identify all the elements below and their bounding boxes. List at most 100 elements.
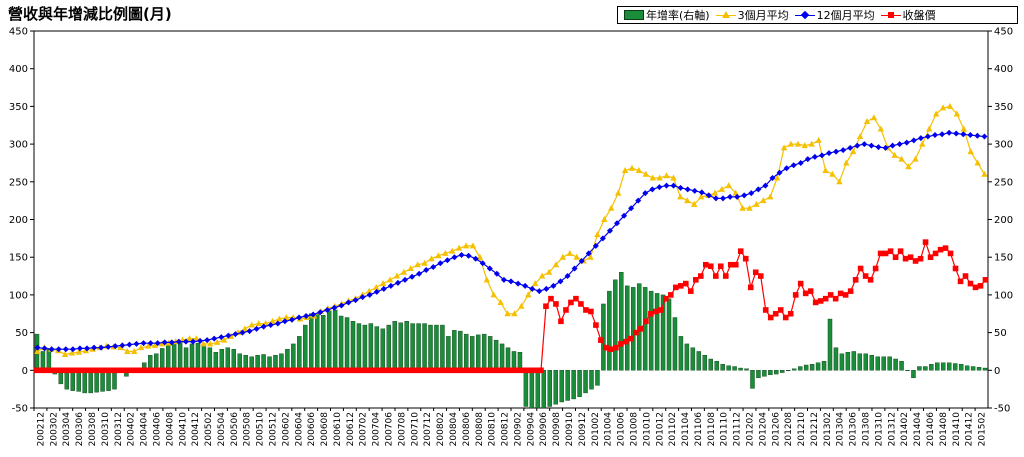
x-tick-label: 200404 xyxy=(140,412,150,447)
avg12-point xyxy=(154,340,161,347)
avg12-point xyxy=(847,144,854,151)
bar-yoy xyxy=(762,370,767,377)
close-price-point xyxy=(143,367,150,374)
avg3-point xyxy=(932,110,940,117)
bar-yoy xyxy=(320,315,326,371)
close-price-point xyxy=(533,367,539,374)
avg12-point xyxy=(939,131,946,138)
close-price-point xyxy=(957,278,964,285)
avg3-point xyxy=(241,325,249,332)
close-price-point xyxy=(523,367,529,374)
avg3-point xyxy=(926,125,933,132)
avg3-point xyxy=(518,302,525,309)
x-tick-label: 200606 xyxy=(307,412,317,447)
avg12-point xyxy=(288,316,295,323)
avg12-point xyxy=(515,280,522,287)
close-price-point xyxy=(298,367,305,374)
bar-yoy xyxy=(225,347,231,371)
x-tick-label: 201308 xyxy=(862,412,872,447)
avg12-point xyxy=(493,270,500,277)
close-price-point xyxy=(972,284,979,291)
bar-yoy xyxy=(881,356,886,371)
close-price-point xyxy=(613,344,619,351)
avg3-point xyxy=(870,114,878,121)
avg12-point xyxy=(34,344,41,351)
close-price-point xyxy=(952,265,959,272)
right-tick-label: 350 xyxy=(994,102,1013,113)
close-price-point xyxy=(857,265,864,272)
close-price-point xyxy=(188,367,195,374)
avg12-point xyxy=(981,133,988,140)
x-tick-label: 200308 xyxy=(88,412,98,447)
avg12-point xyxy=(826,150,832,157)
close-price-point xyxy=(248,367,255,374)
bar-yoy xyxy=(839,353,845,371)
close-price-point xyxy=(223,367,230,374)
left-tick-label: 300 xyxy=(9,140,28,151)
close-price-point xyxy=(568,299,574,306)
avg12-point xyxy=(281,318,288,325)
avg3-point xyxy=(248,321,255,328)
close-price-point xyxy=(837,290,844,297)
close-price-point xyxy=(103,367,110,374)
close-price-point xyxy=(917,255,924,262)
avg3-point xyxy=(960,125,968,132)
x-tick-label: 201204 xyxy=(758,412,768,447)
bar-yoy xyxy=(428,324,433,371)
x-tick-label: 200802 xyxy=(436,412,446,446)
x-tick-label: 200502 xyxy=(204,412,214,446)
bar-yoy xyxy=(112,370,117,390)
avg3-point xyxy=(400,268,408,275)
x-tick-label: 200412 xyxy=(191,412,201,446)
x-tick-label: 200810 xyxy=(488,412,498,447)
bar-yoy xyxy=(368,323,374,371)
close-price-point xyxy=(183,367,190,374)
bar-yoy xyxy=(106,370,111,391)
x-tick-label: 200902 xyxy=(513,412,523,446)
avg12-point xyxy=(48,346,55,353)
avg3-point xyxy=(601,216,608,222)
avg12-point xyxy=(606,227,613,234)
avg12-point xyxy=(854,142,861,149)
close-price-point xyxy=(598,337,604,343)
avg12-point xyxy=(197,337,204,344)
close-price-point xyxy=(418,367,424,374)
bar-yoy xyxy=(356,323,362,371)
bar-yoy xyxy=(165,344,171,371)
bar-yoy xyxy=(565,370,570,401)
close-price-point xyxy=(628,335,634,342)
avg12-point xyxy=(508,278,514,285)
x-tick-label: 201410 xyxy=(952,412,962,447)
bar-yoy xyxy=(440,324,445,371)
x-tick-label: 201002 xyxy=(591,412,601,446)
avg3-point xyxy=(780,144,788,151)
close-price-point xyxy=(887,248,894,254)
avg3-point xyxy=(61,350,69,357)
avg12-point xyxy=(762,182,769,189)
avg3-point xyxy=(207,340,214,347)
avg12-point xyxy=(932,132,938,139)
bar-yoy xyxy=(487,336,493,371)
avg3-point xyxy=(621,166,629,173)
avg12-point xyxy=(204,337,211,344)
close-price-point xyxy=(118,367,125,374)
avg3-point xyxy=(220,336,228,343)
bar-yoy xyxy=(797,366,803,371)
avg12-point xyxy=(776,169,783,176)
avg12-point xyxy=(133,340,140,347)
bar-yoy xyxy=(893,358,898,371)
close-price-point xyxy=(892,254,899,260)
avg3-point xyxy=(843,159,850,166)
avg12-point xyxy=(649,186,656,193)
x-tick-label: 200908 xyxy=(552,412,562,447)
right-tick-label: 300 xyxy=(994,140,1013,151)
avg12-point xyxy=(458,251,465,258)
avg12-point xyxy=(656,184,663,191)
bar-yoy xyxy=(935,362,940,371)
close-price-point xyxy=(348,367,354,374)
avg12-point xyxy=(882,144,889,151)
x-tick-label: 200506 xyxy=(230,412,240,447)
avg12-point xyxy=(684,186,691,193)
bar-yoy xyxy=(601,303,606,371)
bar-yoy xyxy=(905,370,910,371)
